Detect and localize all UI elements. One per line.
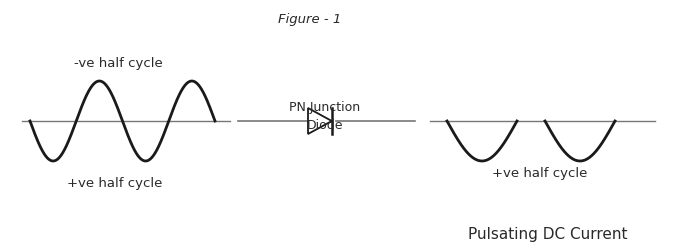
Text: +ve half cycle: +ve half cycle	[492, 167, 588, 181]
Text: PN Junction
Diode: PN Junction Diode	[290, 101, 360, 132]
Text: Figure - 1: Figure - 1	[278, 13, 341, 25]
Text: +ve half cycle: +ve half cycle	[67, 177, 163, 190]
Text: -ve half cycle: -ve half cycle	[73, 58, 163, 70]
Text: Pulsating DC Current: Pulsating DC Current	[469, 227, 628, 242]
